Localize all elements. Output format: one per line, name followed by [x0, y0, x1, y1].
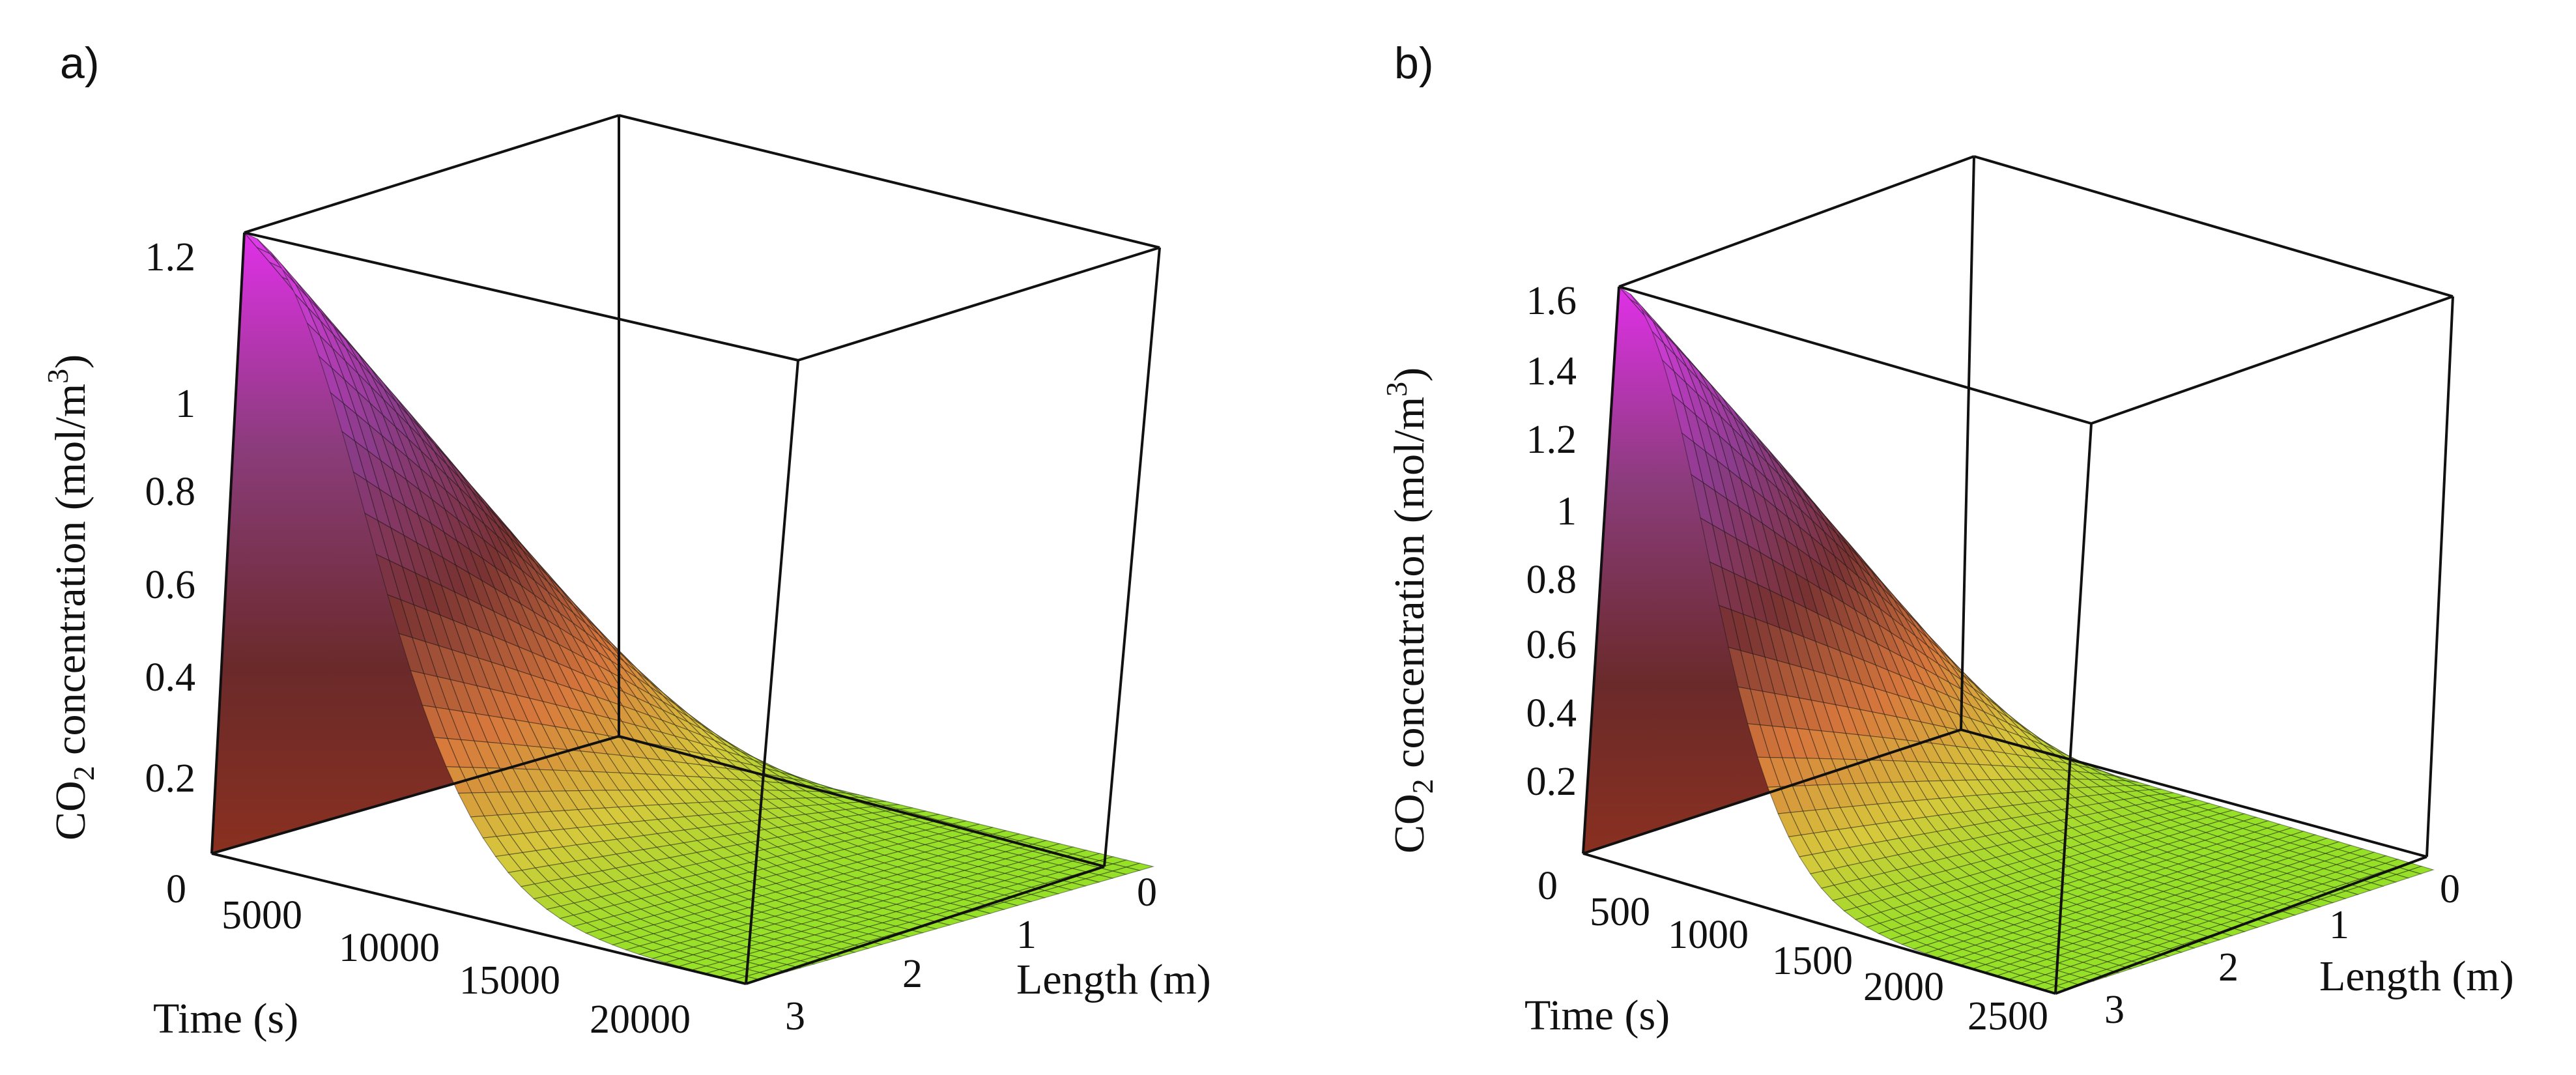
- panel-a-time-ticks: 0 5000 10000 15000 20000: [166, 867, 691, 1042]
- time-tick-label: 0: [166, 867, 186, 911]
- surface-patch: [2344, 886, 2372, 895]
- box-edge: [797, 246, 1160, 362]
- box-edge: [1960, 156, 1975, 730]
- panel-a-length-ticks: 0 1 2 3: [785, 870, 1157, 1039]
- box-edge: [745, 360, 799, 984]
- surface-patch: [2382, 874, 2410, 883]
- box-edge: [210, 232, 246, 854]
- length-tick-label: 2: [902, 952, 923, 996]
- z-tick-label: 1: [175, 382, 195, 426]
- panel-b-z-ticks: 1.6 1.4 1.2 1 0.8 0.6 0.4 0.2: [1526, 279, 1577, 804]
- surface-patch: [2332, 890, 2360, 899]
- box-edge: [211, 735, 620, 855]
- box-edge: [1582, 286, 1620, 854]
- box-edge: [1618, 155, 1975, 288]
- box-edge: [1960, 728, 2427, 858]
- surface-patch: [2181, 939, 2209, 949]
- panel-a-time-axis-label: Time (s): [153, 995, 298, 1042]
- z-tick-label: 1.2: [1526, 418, 1577, 462]
- panel-b-label: b): [1394, 38, 1433, 88]
- time-tick-label: 20000: [590, 997, 691, 1042]
- length-tick-label: 0: [1137, 870, 1157, 915]
- time-tick-label: 2000: [1863, 965, 1944, 1009]
- time-tick-label: 1000: [1668, 913, 1749, 957]
- time-tick-label: 15000: [459, 958, 560, 1003]
- box-edge: [2091, 295, 2454, 425]
- z-tick-label: 0.4: [145, 655, 196, 700]
- surface-patch: [2407, 865, 2435, 874]
- box-edge: [1973, 155, 2454, 298]
- surface-patch: [2268, 911, 2297, 920]
- box-edge: [1582, 728, 1962, 855]
- z-tick-label: 0.8: [1526, 558, 1577, 602]
- panel-b-z-axis-label: CO2 concentration (mol/m3): [1380, 367, 1439, 853]
- panel-a-z-ticks: 1.2 1 0.8 0.6 0.4 0.2: [145, 235, 196, 801]
- z-tick-label: 0.6: [1526, 623, 1577, 667]
- box-edge: [244, 231, 799, 362]
- surface-patch: [880, 933, 911, 941]
- length-tick-label: 0: [2440, 867, 2460, 911]
- panel-a-label: a): [60, 38, 99, 88]
- surface-patch: [2369, 878, 2397, 887]
- z-tick-label: 0.2: [1526, 760, 1577, 804]
- box-edge: [2426, 296, 2454, 857]
- panel-b: b) 1.6 1.4 1.2 1 0.8 0.6 0.4 0.2 CO2: [1380, 38, 2514, 1039]
- time-tick-label: 5000: [222, 893, 302, 938]
- panel-b-length-ticks: 0 1 2 3: [2104, 867, 2460, 1032]
- surface-patch: [2067, 977, 2095, 986]
- box-edge: [745, 865, 1105, 985]
- panel-b-surface: [1582, 285, 2435, 994]
- box-edge: [1582, 852, 2056, 995]
- z-tick-label: 1.2: [145, 235, 196, 280]
- z-tick-label: 0.4: [1526, 691, 1577, 736]
- panel-a-box: [210, 114, 1161, 985]
- z-tick-label: 1.6: [1526, 279, 1577, 323]
- box-edge: [2054, 423, 2093, 994]
- z-tick-label: 0.8: [145, 470, 196, 514]
- time-tick-label: 1500: [1772, 939, 1853, 983]
- surface-patch: [2294, 902, 2322, 911]
- z-tick-label: 1: [1556, 489, 1577, 534]
- box-edge: [244, 114, 620, 234]
- length-tick-label: 2: [2218, 945, 2239, 990]
- panel-a-surface: [211, 231, 1155, 984]
- time-tick-label: 10000: [339, 926, 440, 970]
- length-tick-label: 3: [2104, 988, 2125, 1032]
- panel-b-box: [1582, 155, 2454, 995]
- z-tick-label: 1.4: [1526, 349, 1577, 394]
- panel-b-length-axis-label: Length (m): [2319, 953, 2514, 1000]
- panel-b-time-ticks: 0 500 1000 1500 2000 2500: [1538, 864, 2048, 1039]
- length-tick-label: 3: [785, 994, 805, 1039]
- box-edge: [618, 735, 1105, 868]
- length-tick-label: 1: [2329, 903, 2349, 947]
- box-edge: [1618, 285, 2092, 425]
- panel-a-length-axis-label: Length (m): [1016, 956, 1211, 1003]
- panel-a-z-axis-label: CO2 concentration (mol/m3): [41, 354, 100, 840]
- box-edge: [1103, 247, 1161, 867]
- surface-patch: [2306, 898, 2334, 908]
- box-edge: [2055, 855, 2427, 995]
- panel-a: a) 1.2 1 0.8 0.6 0.4 0.2 CO2 conc: [41, 38, 1211, 1042]
- length-tick-label: 1: [1016, 913, 1037, 957]
- time-tick-label: 0: [1538, 864, 1558, 908]
- time-tick-label: 2500: [1968, 994, 2048, 1039]
- box-edge: [211, 852, 747, 985]
- time-tick-label: 500: [1590, 890, 1650, 934]
- z-tick-label: 0.2: [145, 756, 196, 801]
- box-edge: [618, 114, 1160, 249]
- panel-b-time-axis-label: Time (s): [1524, 992, 1670, 1039]
- z-tick-label: 0.6: [145, 563, 196, 607]
